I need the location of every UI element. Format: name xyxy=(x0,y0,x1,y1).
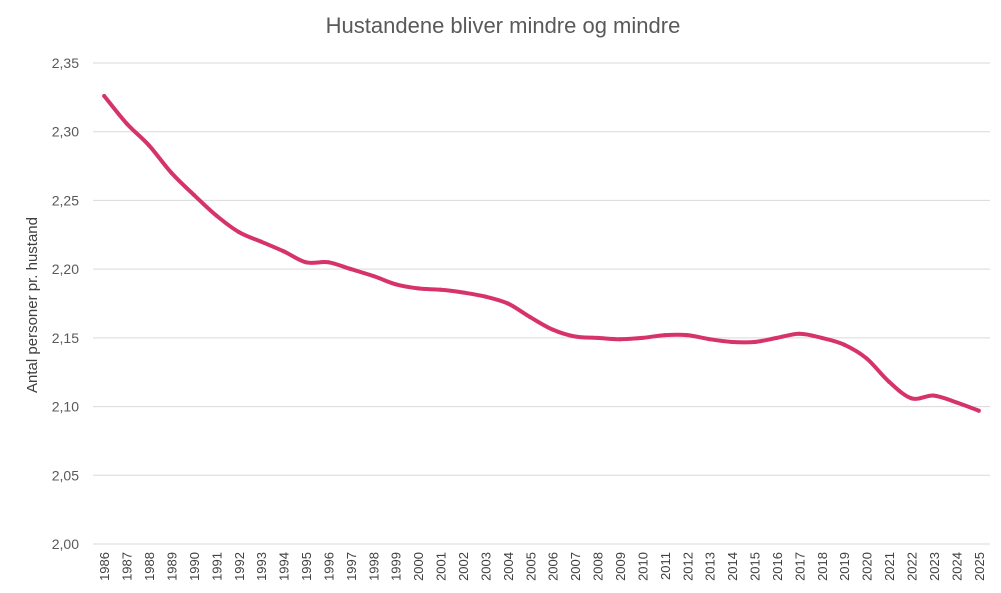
data-point xyxy=(774,335,779,340)
x-axis-ticks: 1986 1987 1988 1989 1990 1991 1992 1993 1994 1995… xyxy=(97,552,987,581)
data-point xyxy=(976,408,981,413)
data-point xyxy=(461,290,466,295)
data-point xyxy=(483,294,488,299)
x-tick-label: 1992 xyxy=(232,552,247,581)
data-point xyxy=(819,335,824,340)
x-tick-label: 2024 xyxy=(949,552,964,581)
x-tick-label: 2025 xyxy=(972,552,987,581)
y-axis-ticks: 2,00 2,05 2,10 2,15 2,20 2,25 2,30 2,35 xyxy=(52,55,79,552)
data-point xyxy=(842,342,847,347)
x-tick-label: 1995 xyxy=(299,552,314,581)
data-point xyxy=(730,339,735,344)
x-tick-label: 2015 xyxy=(748,552,763,581)
data-point xyxy=(909,396,914,401)
data-point xyxy=(348,267,353,272)
data-point xyxy=(887,379,892,384)
data-point xyxy=(124,121,129,126)
x-tick-label: 2005 xyxy=(523,552,538,581)
x-tick-label: 1997 xyxy=(344,552,359,581)
y-tick-label: 2,15 xyxy=(52,330,79,346)
chart-title: Hustandene bliver mindre og mindre xyxy=(326,13,681,38)
x-tick-label: 1989 xyxy=(164,552,179,581)
x-tick-label: 2016 xyxy=(770,552,785,581)
x-tick-label: 2006 xyxy=(546,552,561,581)
data-point xyxy=(281,249,286,254)
data-point xyxy=(662,333,667,338)
x-tick-label: 1991 xyxy=(209,552,224,581)
x-tick-label: 2008 xyxy=(591,552,606,581)
x-tick-label: 1998 xyxy=(366,552,381,581)
data-point xyxy=(931,393,936,398)
x-tick-label: 2012 xyxy=(680,552,695,581)
series-lines xyxy=(102,93,981,413)
x-tick-label: 2007 xyxy=(568,552,583,581)
x-tick-label: 2010 xyxy=(635,552,650,581)
data-point xyxy=(954,400,959,405)
x-tick-label: 2022 xyxy=(905,552,920,581)
x-tick-label: 1996 xyxy=(321,552,336,581)
data-point xyxy=(102,93,107,98)
data-point xyxy=(326,260,331,265)
x-tick-label: 1987 xyxy=(120,552,135,581)
data-point xyxy=(797,331,802,336)
data-point xyxy=(505,301,510,306)
y-tick-label: 2,10 xyxy=(52,399,79,415)
data-point xyxy=(573,334,578,339)
x-tick-label: 2023 xyxy=(927,552,942,581)
x-tick-label: 2003 xyxy=(478,552,493,581)
x-tick-label: 2021 xyxy=(882,552,897,581)
data-point xyxy=(169,170,174,175)
x-tick-label: 2004 xyxy=(501,552,516,581)
y-tick-label: 2,35 xyxy=(52,55,79,71)
y-tick-label: 2,05 xyxy=(52,467,79,483)
data-point xyxy=(304,260,309,265)
x-tick-label: 2014 xyxy=(725,552,740,581)
data-point xyxy=(617,337,622,342)
data-point xyxy=(147,143,152,148)
data-point xyxy=(707,337,712,342)
x-tick-label: 1999 xyxy=(389,552,404,581)
data-point xyxy=(864,356,869,361)
x-tick-label: 2019 xyxy=(837,552,852,581)
y-tick-label: 2,20 xyxy=(52,261,79,277)
x-tick-label: 2000 xyxy=(411,552,426,581)
x-tick-label: 2020 xyxy=(860,552,875,581)
x-tick-label: 1994 xyxy=(277,552,292,581)
x-tick-label: 1990 xyxy=(187,552,202,581)
data-point xyxy=(416,286,421,291)
data-point xyxy=(640,335,645,340)
x-tick-label: 2002 xyxy=(456,552,471,581)
gridlines xyxy=(93,62,990,545)
x-tick-label: 2011 xyxy=(658,552,673,580)
data-point xyxy=(236,230,241,235)
x-tick-label: 1986 xyxy=(97,552,112,581)
data-point xyxy=(685,333,690,338)
x-tick-label: 2001 xyxy=(434,552,449,581)
series-line xyxy=(102,94,981,413)
y-tick-label: 2,00 xyxy=(52,536,79,552)
data-point xyxy=(393,282,398,287)
x-tick-label: 2017 xyxy=(792,552,807,581)
data-point xyxy=(214,213,219,218)
data-point xyxy=(259,239,264,244)
data-point xyxy=(752,339,757,344)
data-point xyxy=(550,327,555,332)
data-point xyxy=(371,274,376,279)
data-point xyxy=(191,192,196,197)
y-tick-label: 2,30 xyxy=(52,124,79,140)
data-point xyxy=(438,287,443,292)
y-axis-label: Antal personer pr. hustand xyxy=(24,217,41,393)
x-tick-label: 2009 xyxy=(613,552,628,581)
x-tick-label: 2013 xyxy=(703,552,718,581)
x-tick-label: 1988 xyxy=(142,552,157,581)
y-tick-label: 2,25 xyxy=(52,192,79,208)
x-tick-label: 1993 xyxy=(254,552,269,581)
data-point xyxy=(528,315,533,320)
x-tick-label: 2018 xyxy=(815,552,830,581)
data-point xyxy=(595,335,600,340)
